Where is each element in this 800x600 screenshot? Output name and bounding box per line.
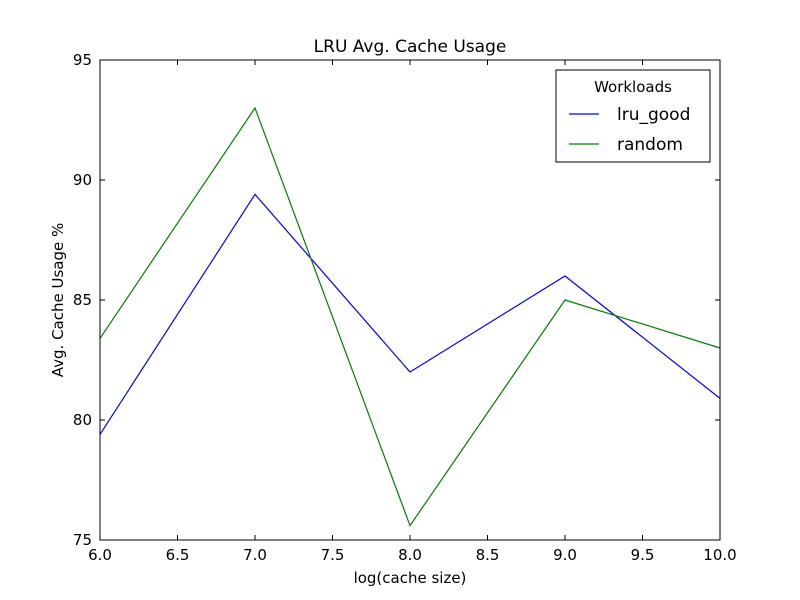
y-axis-ticks: 75 80 85 90 95 <box>73 51 720 549</box>
x-tick-label: 10.0 <box>703 546 736 564</box>
y-tick-label: 90 <box>73 171 92 189</box>
series-line-lru-good <box>99 193 721 435</box>
x-tick-label: 7.0 <box>243 546 267 564</box>
x-axis-label: log(cache size) <box>354 569 467 587</box>
x-tick-label: 9.0 <box>553 546 577 564</box>
x-tick-label: 6.0 <box>88 546 112 564</box>
y-tick-label: 85 <box>73 291 92 309</box>
y-axis-label: Avg. Cache Usage % <box>49 223 67 378</box>
plot-lines <box>99 106 721 527</box>
y-tick-label: 75 <box>73 531 92 549</box>
x-tick-label: 8.5 <box>476 546 500 564</box>
legend: Workloads lru_good random <box>555 69 711 163</box>
x-tick-label: 7.5 <box>321 546 345 564</box>
legend-box <box>555 69 711 163</box>
chart-title: LRU Avg. Cache Usage <box>314 37 507 57</box>
legend-label-lru-good: lru_good <box>617 105 690 125</box>
y-tick-label: 95 <box>73 51 92 69</box>
x-axis-ticks: 6.0 6.5 7.0 7.5 8.0 8.5 9.0 9.5 10.0 <box>88 60 737 564</box>
x-tick-label: 6.5 <box>166 546 190 564</box>
legend-title: Workloads <box>594 78 672 96</box>
legend-label-random: random <box>617 135 683 155</box>
x-tick-label: 9.5 <box>631 546 655 564</box>
x-tick-label: 8.0 <box>398 546 422 564</box>
series-line-random <box>99 106 721 527</box>
y-tick-label: 80 <box>73 411 92 429</box>
